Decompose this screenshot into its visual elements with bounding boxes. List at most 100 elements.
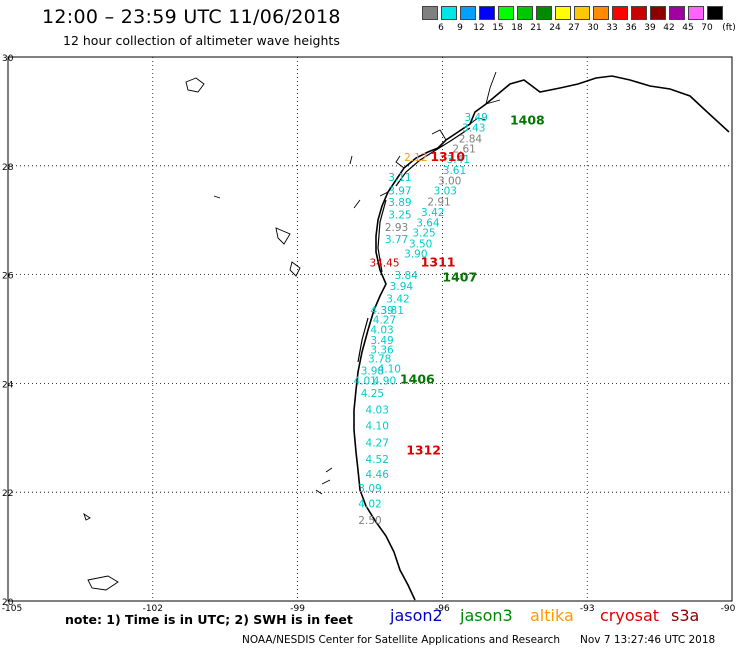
wave-height-value: 4.03 — [366, 404, 389, 416]
wave-height-value: 4.02 — [358, 498, 381, 510]
legend-swatch — [593, 6, 609, 20]
wave-height-value: 3.78 — [368, 354, 391, 366]
wave-height-value: 4.52 — [366, 454, 389, 466]
legend-label: 39 — [644, 23, 656, 33]
legend-swatch — [612, 6, 628, 20]
pass-time-label: 1310 — [430, 149, 465, 164]
legend-swatch — [650, 6, 666, 20]
wave-height-value: 3.81 — [381, 305, 404, 317]
pass-time-label: 1311 — [421, 254, 456, 269]
legend-label: 15 — [492, 23, 504, 33]
wave-height-value: 34.45 — [369, 257, 399, 269]
legend-swatch — [517, 6, 533, 20]
wave-height-value: 4.27 — [366, 438, 389, 450]
wave-height-value: 4.46 — [366, 469, 390, 481]
legend-label: 45 — [682, 23, 694, 33]
generated-timestamp: Nov 7 13:27:46 UTC 2018 — [580, 634, 716, 646]
wave-height-value: 4.25 — [361, 388, 384, 400]
legend-swatch — [631, 6, 647, 20]
longitude-label: -102 — [143, 604, 163, 614]
wave-height-value: 4.03 — [370, 324, 393, 336]
wave-height-value: 3.00 — [438, 175, 461, 187]
wave-height-value: 3.97 — [388, 186, 411, 198]
longitude-label: -105 — [2, 604, 22, 614]
map-title: 12:00 – 23:59 UTC 11/06/2018 — [42, 6, 341, 28]
wave-height-value: 3.36 — [370, 344, 394, 356]
longitude-label: -99 — [290, 604, 305, 614]
wave-height-value: 3.09 — [358, 483, 381, 495]
wave-height-value: 2.12 — [404, 152, 427, 164]
mexico-small-island — [185, 77, 205, 93]
wave-height-value: 4.10 — [378, 364, 401, 376]
legend-swatch — [536, 6, 552, 20]
legend-swatch — [688, 6, 704, 20]
wave-height-value: 3.84 — [395, 270, 419, 282]
wave-height-value: 3.64 — [416, 218, 440, 230]
legend-label: 33 — [606, 23, 618, 33]
legend-label: 18 — [511, 23, 523, 33]
satellite-name: jason3 — [460, 606, 513, 625]
legend-swatch — [422, 6, 438, 20]
wave-height-value: 3.90 — [404, 249, 427, 261]
legend-label: 24 — [549, 23, 561, 33]
pass-time-label: 1407 — [442, 270, 477, 285]
legend-swatch — [479, 6, 495, 20]
satellite-name: cryosat — [600, 606, 660, 625]
legend-label: 27 — [568, 23, 580, 33]
lake-outline-4 — [87, 575, 119, 591]
pass-time-label: 1312 — [406, 443, 441, 458]
legend-label: 6 — [438, 23, 444, 33]
wave-height-value: 3.11 — [388, 172, 411, 184]
pass-time-label: 1406 — [400, 371, 435, 386]
wave-height-value: 3.03 — [434, 186, 457, 198]
units-note: note: 1) Time is in UTC; 2) SWH is in fe… — [65, 612, 353, 627]
legend-label: 36 — [625, 23, 637, 33]
wave-height-values: 3.493.432.842.613.412.123.613.003.113.03… — [353, 112, 487, 527]
wave-height-value: 2.84 — [459, 133, 483, 145]
coastal-fragments — [213, 195, 333, 495]
wave-height-value: 2.61 — [452, 144, 475, 156]
wave-height-value: 3.49 — [370, 335, 393, 347]
legend-swatch — [707, 6, 723, 20]
wave-height-value: 4.39 — [370, 305, 393, 317]
wave-height-value: 3.25 — [388, 210, 411, 222]
wave-height-value: 2.91 — [427, 197, 450, 209]
wave-height-value: 3.77 — [385, 234, 408, 246]
satellite-name: jason2 — [390, 606, 443, 625]
lake-outline-2 — [289, 261, 301, 277]
wave-height-value: 3.49 — [464, 112, 487, 124]
longitude-label: -93 — [580, 604, 595, 614]
legend-swatch — [441, 6, 457, 20]
wave-height-value: 3.61 — [443, 165, 466, 177]
lake-outline — [275, 227, 291, 245]
wave-height-value: 2.93 — [385, 222, 408, 234]
legend-label: 9 — [457, 23, 463, 33]
legend-swatch — [498, 6, 514, 20]
latitude-label: 20 — [2, 598, 14, 608]
wave-height-value: 3.43 — [462, 123, 485, 135]
wave-height-value: 3.98 — [361, 366, 384, 378]
wave-height-value: 3.42 — [421, 207, 444, 219]
wave-height-value: 4.10 — [366, 421, 389, 433]
satellite-name: s3a — [671, 606, 700, 625]
legend-label: 12 — [473, 23, 485, 33]
wave-height-value: 4.01 — [353, 375, 376, 387]
map-frame — [7, 56, 733, 602]
legend-swatch — [460, 6, 476, 20]
lake-outline-3 — [83, 512, 91, 521]
legend-label: 42 — [663, 23, 675, 33]
wave-height-value: 3.89 — [388, 197, 411, 209]
wave-height-value: 2.50 — [358, 515, 381, 527]
wave-height-value: 4.27 — [373, 315, 396, 327]
wave-height-value: 3.50 — [409, 238, 432, 250]
wave-height-value: 3.94 — [390, 281, 414, 293]
wave-height-value: 3.42 — [386, 293, 409, 305]
legend-swatch — [669, 6, 685, 20]
texas-bays — [349, 71, 501, 209]
credit-line: NOAA/NESDIS Center for Satellite Applica… — [242, 634, 560, 646]
pass-time-label: 1408 — [510, 112, 545, 127]
wave-height-value: 3.41 — [447, 154, 470, 166]
longitude-label: -96 — [435, 604, 450, 614]
